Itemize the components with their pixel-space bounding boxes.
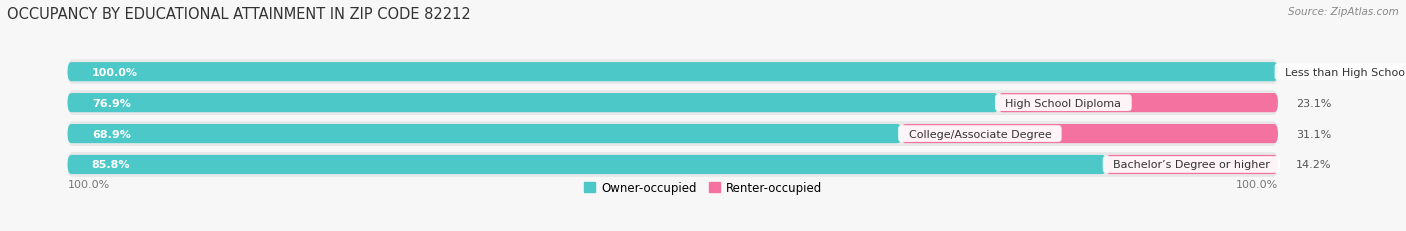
Legend: Owner-occupied, Renter-occupied: Owner-occupied, Renter-occupied xyxy=(579,177,827,199)
FancyBboxPatch shape xyxy=(67,60,1278,85)
FancyBboxPatch shape xyxy=(67,152,1278,177)
FancyBboxPatch shape xyxy=(67,91,1278,116)
Text: 85.8%: 85.8% xyxy=(91,160,131,170)
FancyBboxPatch shape xyxy=(1107,155,1278,174)
Text: 23.1%: 23.1% xyxy=(1296,98,1331,108)
Text: 100.0%: 100.0% xyxy=(67,179,110,189)
Text: Bachelor’s Degree or higher: Bachelor’s Degree or higher xyxy=(1107,160,1277,170)
Text: 14.2%: 14.2% xyxy=(1296,160,1331,170)
FancyBboxPatch shape xyxy=(901,125,1278,143)
FancyBboxPatch shape xyxy=(67,155,1107,174)
Text: 31.1%: 31.1% xyxy=(1296,129,1331,139)
Text: OCCUPANCY BY EDUCATIONAL ATTAINMENT IN ZIP CODE 82212: OCCUPANCY BY EDUCATIONAL ATTAINMENT IN Z… xyxy=(7,7,471,22)
Text: 76.9%: 76.9% xyxy=(91,98,131,108)
FancyBboxPatch shape xyxy=(67,125,901,143)
Text: 100.0%: 100.0% xyxy=(91,67,138,77)
FancyBboxPatch shape xyxy=(67,94,998,113)
Text: High School Diploma: High School Diploma xyxy=(998,98,1129,108)
Text: College/Associate Degree: College/Associate Degree xyxy=(901,129,1059,139)
FancyBboxPatch shape xyxy=(67,63,1278,82)
Text: Source: ZipAtlas.com: Source: ZipAtlas.com xyxy=(1288,7,1399,17)
FancyBboxPatch shape xyxy=(67,122,1278,146)
FancyBboxPatch shape xyxy=(998,94,1278,113)
Text: 100.0%: 100.0% xyxy=(1236,179,1278,189)
Text: Less than High School: Less than High School xyxy=(1278,67,1406,77)
Text: 68.9%: 68.9% xyxy=(91,129,131,139)
